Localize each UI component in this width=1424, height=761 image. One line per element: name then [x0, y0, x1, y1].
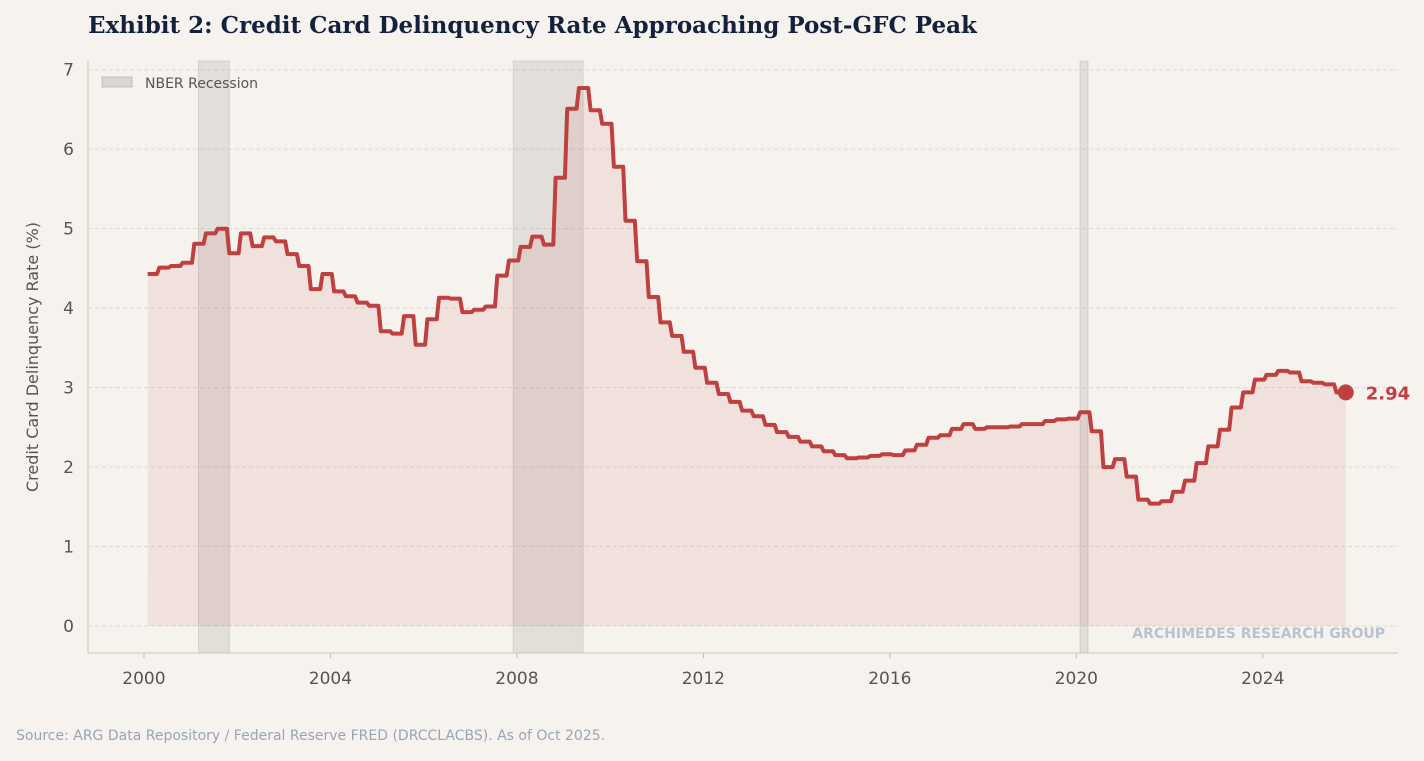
- series-line: [147, 86, 1346, 506]
- y-tick-label: 5: [63, 220, 74, 240]
- y-axis-label: Credit Card Delinquency Rate (%): [23, 222, 42, 492]
- y-tick-label: 7: [63, 61, 74, 81]
- last-value-marker: [1337, 384, 1354, 401]
- x-tick-label: 2008: [495, 669, 538, 689]
- y-tick-label: 0: [63, 617, 74, 637]
- watermark: ARCHIMEDES RESEARCH GROUP: [1132, 626, 1385, 642]
- recession-band: [197, 60, 230, 654]
- y-tick-label: 3: [63, 379, 74, 399]
- series-area: [147, 88, 1346, 626]
- y-tick-label: 2: [63, 458, 74, 478]
- recession-band: [512, 60, 584, 654]
- x-tick-label: 2004: [309, 669, 352, 689]
- y-tick-label: 4: [63, 299, 74, 319]
- last-value-label: 2.94: [1366, 383, 1410, 404]
- x-tick-label: 2012: [682, 669, 725, 689]
- legend-label: NBER Recession: [145, 76, 258, 92]
- y-tick-label: 1: [63, 538, 74, 558]
- x-tick-label: 2020: [1055, 669, 1098, 689]
- chart-title: Exhibit 2: Credit Card Delinquency Rate …: [88, 12, 977, 39]
- source-note: Source: ARG Data Repository / Federal Re…: [16, 728, 606, 744]
- x-tick-label: 2000: [122, 669, 165, 689]
- x-tick-label: 2016: [868, 669, 911, 689]
- x-tick-label: 2024: [1241, 669, 1284, 689]
- legend-swatch-recession: [101, 76, 133, 88]
- y-tick-label: 6: [63, 140, 74, 160]
